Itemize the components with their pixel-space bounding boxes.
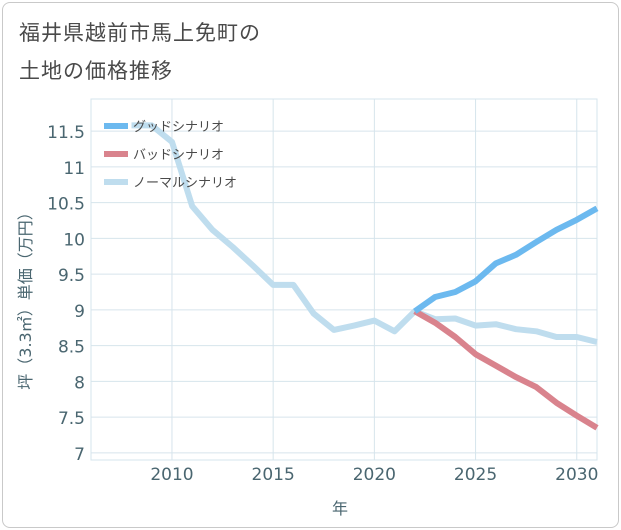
series-line-1 — [413, 308, 599, 431]
y-tick-label: 9 — [74, 302, 85, 322]
x-tick-label: 2020 — [353, 465, 396, 485]
x-axis-label: 年 — [332, 499, 348, 518]
series-lines — [131, 122, 599, 431]
series-line-2 — [131, 122, 598, 345]
y-axis-label: 坪（3.3㎡）単価（万円） — [16, 204, 35, 389]
y-tick-label: 11.5 — [47, 123, 85, 143]
y-axis-ticks: 7 7.5 8 8.5 9 9.5 10 10.5 11 11.5 — [47, 123, 85, 465]
y-tick-label: 10 — [63, 230, 85, 250]
y-tick-label: 8.5 — [58, 338, 85, 358]
y-tick-label: 11 — [63, 159, 85, 179]
y-tick-label: 7 — [74, 445, 85, 465]
legend-label: ノーマルシナリオ — [133, 176, 237, 191]
legend-label: バッドシナリオ — [133, 148, 224, 163]
x-tick-label: 2025 — [454, 465, 497, 485]
x-tick-label: 2015 — [252, 465, 295, 485]
chart-title-line-1: 福井県越前市馬上免町の — [19, 21, 261, 45]
x-tick-label: 2030 — [555, 465, 598, 485]
y-tick-label: 10.5 — [47, 195, 85, 215]
x-tick-label: 2010 — [150, 465, 193, 485]
y-tick-label: 7.5 — [58, 409, 85, 429]
grid — [90, 98, 598, 461]
series-line-0 — [413, 205, 599, 314]
x-axis-ticks: 2010 2015 2020 2025 2030 — [150, 465, 598, 485]
y-tick-label: 8 — [74, 373, 85, 393]
y-tick-label: 9.5 — [58, 266, 85, 286]
legend-label: グッドシナリオ — [133, 120, 224, 135]
chart-title-line-2: 土地の価格推移 — [19, 59, 173, 83]
